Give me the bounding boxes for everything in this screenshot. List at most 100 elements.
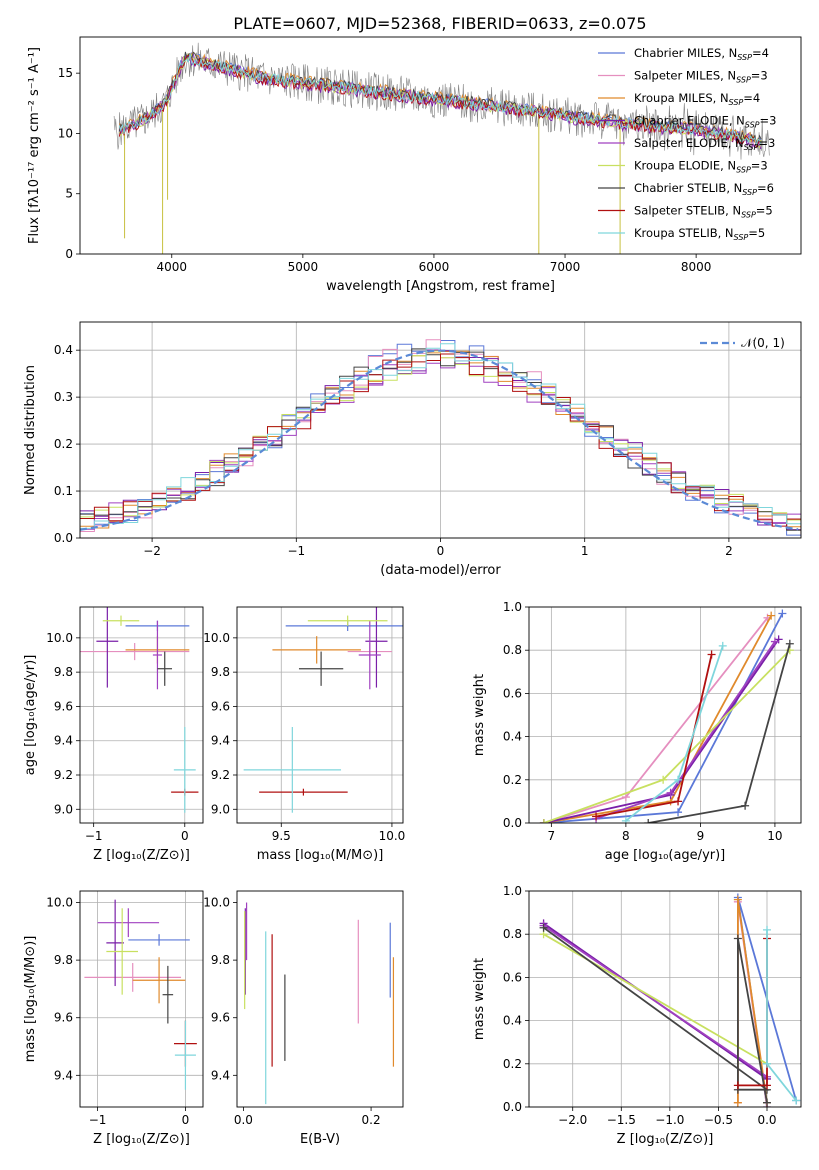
y-tick-label: 1.0 [503,884,522,898]
page-title: PLATE=0607, MJD=52368, FIBERID=0633, z=0… [233,14,646,33]
x-tick-label: 10 [767,829,782,843]
y-tick-label: 0.3 [54,390,73,404]
errorbar-point [162,965,174,1024]
panel-residuals: −2 −1 0 1 2 0.0 0.1 0.2 0.3 0.4 (data-model)/error… [23,321,802,578]
mass-weight-marker [741,801,750,810]
x-tick-label: −1.5 [607,1113,636,1127]
panel-age_vs_mass: 9.5 10.0 9.0 9.2 9.4 9.6 9.8 10.0 mass [log₁₀(M/… [203,606,405,863]
plot-area [113,42,770,254]
errorbar-point [106,908,138,995]
legend-entry: Kroupa STELIB, NSSP=5 [634,226,765,242]
mass-weight-marker [621,816,630,823]
mass-weight-marker [674,797,683,806]
gaussian-reference-curve [80,349,799,531]
legend: 𝒩(0, 1) [700,336,785,350]
y-axis-label: mass weight [472,674,487,756]
y-tick-label: 0.4 [54,343,73,357]
y-tick-label: 9.4 [54,1068,73,1082]
errorbar-point [128,934,190,946]
mass-weight-series [543,615,772,823]
y-tick-label: 0.8 [503,927,522,941]
mass-weight-marker [659,775,668,784]
axis-group: 0.0 0.2 9.4 9.6 9.8 10.0 E(B-V) [203,896,380,1147]
errorbar-point [80,643,190,661]
x-tick-label: 0 [181,829,189,843]
x-tick-label: 8 [622,829,630,843]
mass-weight-marker [674,775,683,784]
legend-entry: 𝒩(0, 1) [741,336,785,350]
x-tick-label: 0 [182,1113,190,1127]
x-tick-label: 9.5 [272,829,291,843]
x-tick-label: −2.0 [558,1113,587,1127]
x-tick-label: −1.0 [655,1113,684,1127]
legend-entry: Kroupa ELODIE, NSSP=3 [634,159,768,175]
panel-spectrum: 4000 5000 6000 7000 8000 0 5 10 15 wavelength [An… [27,36,802,294]
errorbar-point [106,899,124,987]
x-tick-label: 0.2 [362,1113,381,1127]
legend-subscript: SSP [737,53,752,62]
plot-area [539,609,794,823]
mass-weight-marker [767,611,776,620]
axes-frame [236,606,404,824]
y-tick-label: 0.4 [503,730,522,744]
errorbar-point [152,620,162,690]
y-axis-label: Normed distribution [23,365,38,495]
x-tick-label: 6000 [419,260,450,274]
panel-weight_vs_Z: −2.0 −1.5 −1.0 −0.5 0.0 0.0 0.2 0.4 0.6 0.8 1.0 Z [… [472,884,802,1147]
mass-weight-marker [539,923,548,932]
legend: Chabrier MILES, NSSP=4 Salpeter MILES, NS… [598,46,776,242]
mass-weight-marker [763,1059,771,1068]
y-tick-label: 0.0 [503,816,522,830]
y-tick-label: 9.4 [54,734,73,748]
x-tick-label: 10.0 [379,829,406,843]
legend-subscript: SSP [736,166,751,175]
axis-group: 9.5 10.0 9.0 9.2 9.4 9.6 9.8 10.0 mass [log₁₀(M/… [203,631,405,863]
x-tick-label: −1 [89,1113,107,1127]
mass-weight-marker [733,895,742,904]
legend-entry: Chabrier ELODIE, NSSP=3 [634,114,776,130]
x-tick-label: 0.0 [234,1113,253,1127]
mass-weight-series [543,924,768,1078]
legend-tail: =4 [743,91,760,105]
errorbar-point [298,651,344,686]
mass-weight-marker [733,934,742,943]
y-tick-label: 15 [58,66,73,80]
errorbar-point [102,615,140,626]
errorbar-point [307,615,388,626]
legend-tail: =5 [756,204,773,218]
y-tick-label: 10.0 [46,631,73,645]
plot-area [84,899,197,1090]
mass-weight-marker [785,639,794,648]
x-tick-label: 7000 [550,260,581,274]
plot-area [243,607,403,813]
panel-age_vs_Z: −1 0 9.0 9.2 9.4 9.6 9.8 10.0 Z [log₁₀(Z/Z⊙)] age… [23,606,204,863]
y-tick-label: 0.0 [503,1100,522,1114]
mass-weight-marker [666,788,675,797]
y-tick-label: 10.0 [203,631,230,645]
x-tick-label: 9 [697,829,705,843]
legend-entry: Kroupa MILES, NSSP=4 [634,91,760,107]
x-axis-label: wavelength [Angstrom, rest frame] [326,279,555,294]
x-tick-label: 0 [437,544,445,558]
mass-weight-marker [674,808,683,817]
y-tick-label: 9.8 [211,953,230,967]
residual-histogram-series [80,353,801,536]
y-tick-label: 0.8 [503,643,522,657]
errorbar-point [132,957,186,1004]
errorbar-point [243,727,342,813]
mass-weight-marker [592,812,601,821]
x-axis-label: age [log₁₀(age/yr)] [605,848,726,863]
errorbar-point [358,620,381,690]
x-axis-label: (data-model)/error [380,563,501,578]
y-tick-label: 10.0 [46,896,73,910]
axis-group: −2 −1 0 1 2 0.0 0.1 0.2 0.3 0.4 (data-model)/error… [23,343,733,578]
y-tick-label: 9.8 [54,665,73,679]
y-tick-label: 9.4 [211,1068,230,1082]
legend-entry: Chabrier STELIB, NSSP=6 [634,181,774,197]
legend-entry: Salpeter MILES, NSSP=3 [634,69,768,85]
x-axis-label: mass [log₁₀(M/M⊙)] [257,848,384,863]
legend-subscript: SSP [736,76,751,85]
errorbar-point [96,607,119,688]
